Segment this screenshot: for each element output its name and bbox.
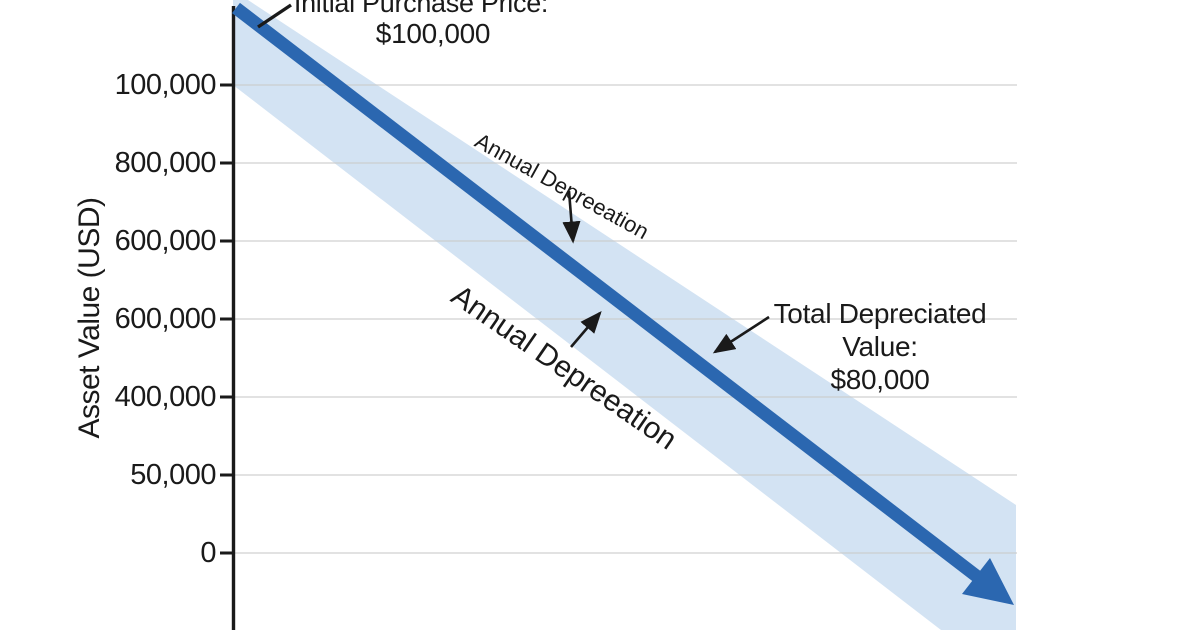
y-tick-label: 0 (200, 537, 216, 569)
total-depreciated-line3: $80,000 (830, 364, 930, 395)
annual-depreciation-small-arrow (562, 190, 581, 244)
y-tick-label: 600,000 (114, 225, 217, 257)
y-axis-ticks (220, 83, 233, 555)
y-tick-label: 50,000 (130, 459, 216, 491)
annotation-arrows (257, 3, 770, 354)
y-tick-label: 800,000 (114, 147, 217, 179)
depreciation-line (232, 2, 983, 584)
y-tick-label: 600,000 (114, 303, 217, 335)
y-axis (220, 6, 236, 630)
annual-depreciation-large-arrow (570, 311, 602, 348)
total-depreciated-value-label: Total Depreciated Value: $80,000 (774, 297, 987, 396)
total-depreciated-arrow (712, 315, 770, 354)
depreciation-line-arrowhead-icon (962, 558, 1014, 605)
y-tick-label: 100,000 (114, 69, 217, 101)
initial-purchase-price-value: $100,000 (375, 18, 491, 49)
y-tick-label: 400,000 (114, 381, 217, 413)
total-depreciated-line1: Total Depreciated (773, 298, 987, 329)
initial-price-leader-line (257, 3, 292, 29)
initial-purchase-price-label: Initial Purchase Price: (293, 0, 549, 18)
gridlines (233, 84, 1017, 554)
total-depreciated-line2: Value: (842, 331, 918, 362)
